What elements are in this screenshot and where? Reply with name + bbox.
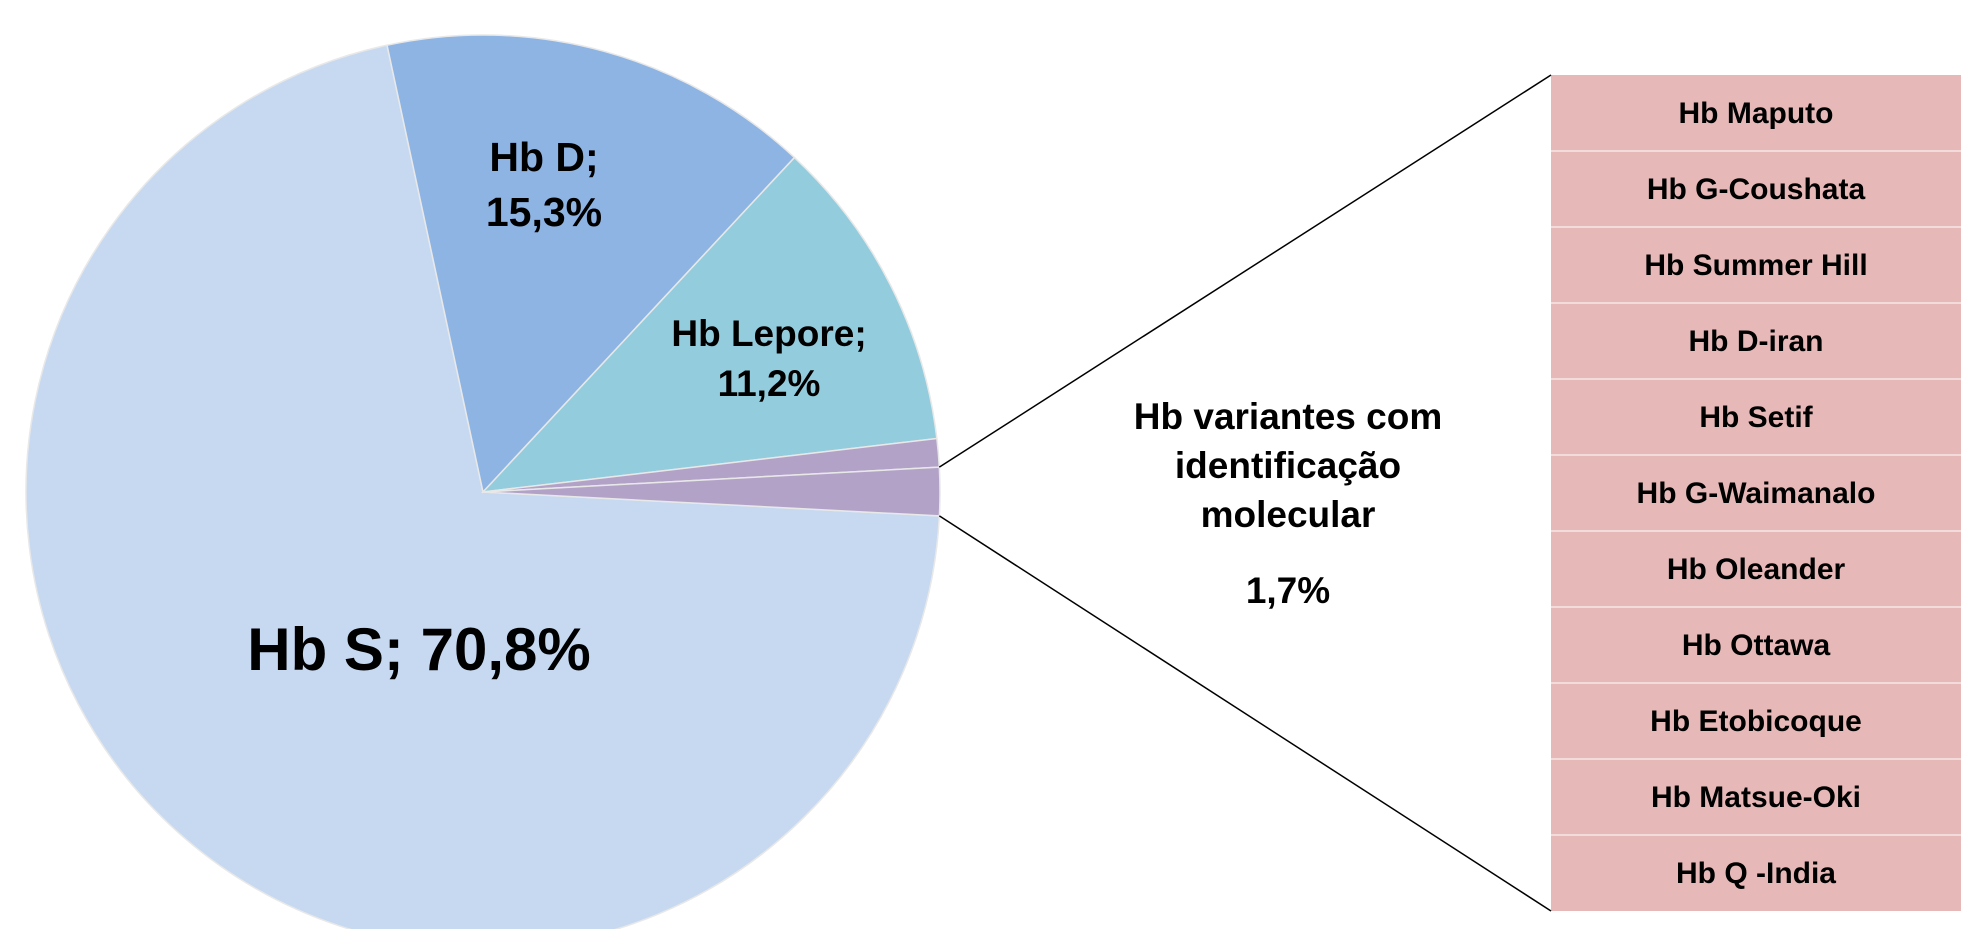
breakdown-item: Hb D-iran [1689,325,1824,358]
breakdown-item: Hb Summer Hill [1644,249,1867,282]
slice-category: Hb Lepore; [671,313,866,354]
slice-category: Hb D; [489,134,598,180]
slice-value-label: 15,3% [486,189,602,235]
connector-line [938,74,1552,468]
slice-label: Hb S; 70,8% [247,616,590,683]
pie-slice [482,466,941,517]
breakdown-item: Hb Etobicoque [1650,705,1862,738]
breakdown-value-label: 1,7% [1246,570,1330,611]
connector-line [938,515,1552,912]
breakdown-item: Hb Setif [1699,401,1813,434]
breakdown-item: Hb Ottawa [1682,629,1831,662]
pie-slice [25,44,941,929]
breakdown-table [1551,75,1961,911]
pie-slice [386,34,796,494]
pie-slice [481,156,938,493]
breakdown-item: Hb G-Waimanalo [1637,477,1876,510]
slice-value-label: 11,2% [718,363,821,404]
breakdown-item: Hb Matsue-Oki [1651,781,1861,814]
breakdown-item: Hb Q -India [1676,857,1836,890]
breakdown-item: Hb Oleander [1667,553,1846,586]
breakdown-category: Hb variantes com identificação molecular [1134,396,1442,535]
breakdown-item: Hb G-Coushata [1647,173,1866,206]
slice-value-label: 70,8% [421,616,591,683]
breakdown-item: Hb Maputo [1679,97,1834,130]
slice-category: Hb S; [247,616,404,683]
